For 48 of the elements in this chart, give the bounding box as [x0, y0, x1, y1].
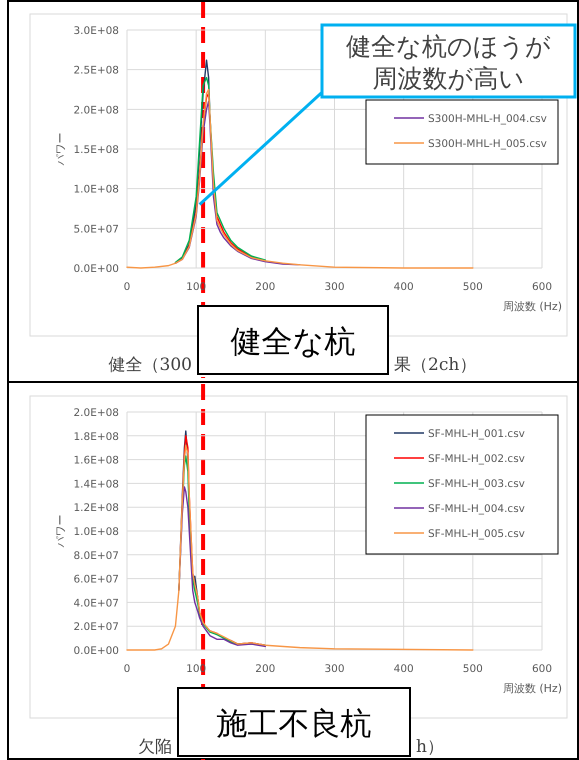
y-tick-label: 2.0E+07 [74, 621, 119, 634]
x-tick-label: 300 [324, 281, 345, 293]
x-tick-label: 200 [255, 281, 276, 293]
x-tick-label: 200 [255, 663, 276, 675]
x-tick-label: 0 [124, 663, 130, 675]
y-tick-label: 0.0E+00 [74, 263, 119, 275]
x-tick-label: 300 [324, 663, 345, 675]
x-tick-label: 0 [124, 281, 130, 293]
y-tick-label: 8.0E+07 [74, 550, 119, 562]
x-tick-label: 600 [532, 281, 552, 293]
legend-label: SF-MHL-H_002.csv [428, 453, 525, 465]
y-axis-title: パワー [54, 514, 67, 548]
y-tick-label: 1.0E+08 [74, 526, 119, 538]
x-tick-label: 500 [462, 281, 483, 293]
annotation: 健全な杭のほうが周波数が高い [346, 32, 551, 93]
legend-label: SF-MHL-H_003.csv [428, 478, 525, 490]
y-tick-label: 1.6E+08 [74, 454, 119, 467]
legend-label: SF-MHL-H_005.csv [428, 528, 525, 540]
y-tick-label: 6.0E+07 [74, 574, 119, 586]
y-tick-label: 2.0E+08 [74, 104, 119, 116]
text: 健全な杭 [230, 324, 356, 360]
y-tick-label: 1.2E+08 [74, 502, 119, 514]
text: 果（2ch） [394, 355, 476, 375]
text: 欠陥 [138, 737, 172, 757]
y-tick-label: 1.5E+08 [74, 144, 119, 156]
x-tick-label: 400 [394, 281, 414, 293]
y-tick-label: 3.0E+08 [74, 25, 119, 37]
x-tick-label: 400 [394, 663, 414, 675]
legend-label: S300H-MHL-H_004.csv [428, 113, 547, 125]
y-tick-label: 1.0E+08 [74, 184, 119, 196]
y-axis-title: パワー [54, 132, 67, 166]
y-tick-label: 2.0E+08 [74, 407, 119, 419]
legend-label: SF-MHL-H_001.csv [428, 428, 525, 440]
y-tick-label: 0.0E+00 [74, 645, 119, 657]
legend-label: S300H-MHL-H_005.csv [428, 138, 547, 150]
legend-label: SF-MHL-H_004.csv [428, 503, 525, 515]
x-axis-title: 周波数 (Hz) [502, 682, 562, 695]
x-tick-label: 600 [532, 663, 552, 675]
x-axis-title: 周波数 (Hz) [502, 300, 562, 313]
y-tick-label: 2.5E+08 [74, 64, 119, 77]
text: 健全（300 [108, 355, 192, 375]
text: 施工不良杭 [216, 706, 372, 742]
y-tick-label: 1.4E+08 [74, 478, 119, 490]
y-tick-label: 4.0E+07 [74, 597, 119, 610]
text: h） [416, 737, 444, 757]
y-tick-label: 5.0E+07 [74, 223, 119, 236]
y-tick-label: 1.8E+08 [74, 430, 119, 443]
x-tick-label: 500 [462, 663, 483, 675]
